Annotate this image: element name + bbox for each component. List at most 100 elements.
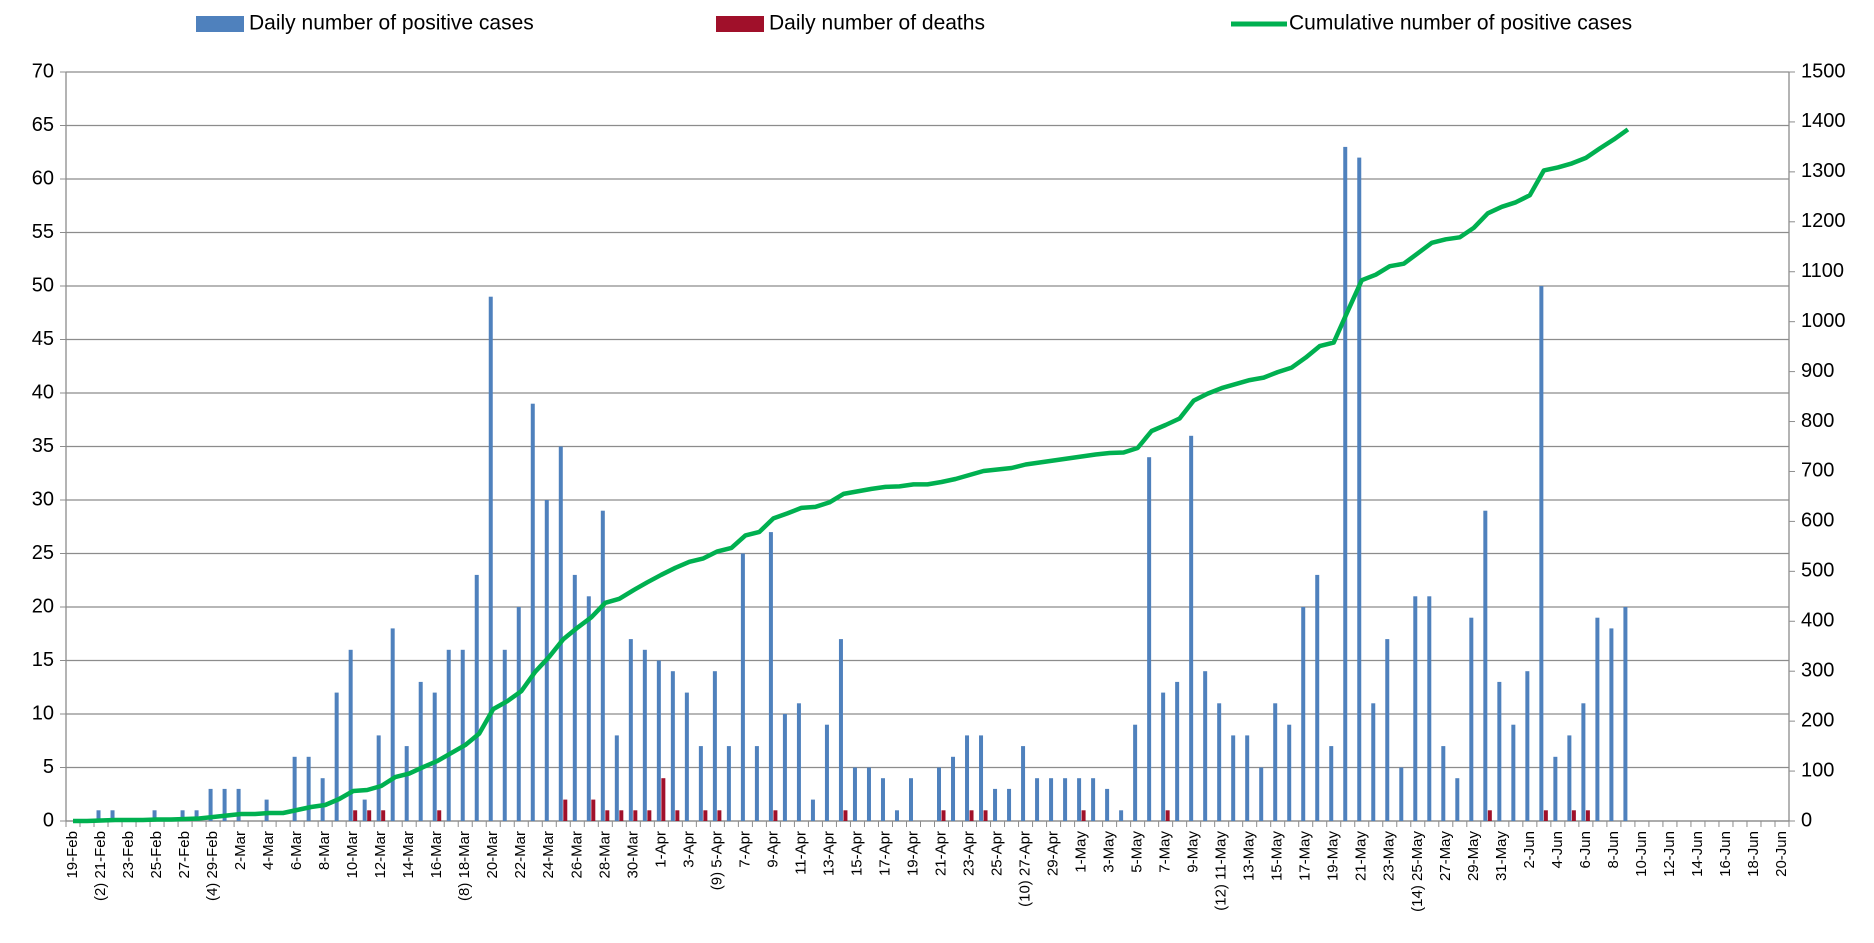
x-tick-label: 19-Feb — [64, 831, 81, 879]
bar — [614, 735, 619, 821]
y-tick-label: 40 — [32, 381, 54, 403]
bar — [941, 810, 946, 821]
x-tick-label: 13-Apr — [820, 831, 837, 876]
y-tick-label: 10 — [32, 702, 54, 724]
bar — [600, 510, 605, 821]
bar — [1487, 810, 1492, 821]
bar — [1483, 510, 1488, 821]
x-tick-label: 15-Apr — [848, 831, 865, 876]
bar — [488, 296, 493, 821]
x-tick-label: 24-Mar — [540, 831, 557, 879]
y-tick-label: 35 — [32, 435, 54, 457]
bar — [110, 810, 115, 821]
y2-tick-label: 600 — [1801, 510, 1834, 532]
x-tick-label: 7-May — [1157, 831, 1174, 873]
bar — [404, 746, 409, 821]
x-tick-label: (12) 11-May — [1213, 831, 1230, 911]
y-tick-label: 55 — [32, 221, 54, 243]
y2-tick-label: 1200 — [1801, 210, 1846, 232]
x-tick-label: 17-May — [1297, 831, 1314, 882]
bar — [843, 810, 848, 821]
bar — [516, 607, 521, 821]
x-tick-label: 23-Feb — [120, 831, 137, 879]
x-tick-label: 27-May — [1437, 831, 1454, 882]
bar — [306, 756, 311, 821]
y-tick-label: 45 — [32, 328, 54, 350]
x-tick-label: 14-Mar — [400, 831, 417, 879]
bar — [1273, 703, 1278, 821]
x-tick-label: (2) 21-Feb — [92, 831, 109, 901]
y2-tick-label: 800 — [1801, 410, 1834, 432]
bar — [320, 778, 325, 821]
line — [73, 127, 1630, 824]
bar — [656, 660, 661, 821]
bar — [979, 735, 984, 821]
bar — [983, 810, 988, 821]
bar — [773, 810, 778, 821]
bar — [1525, 671, 1530, 821]
bar — [824, 724, 829, 821]
bar — [236, 788, 241, 821]
bar — [572, 574, 577, 821]
bar — [675, 810, 680, 821]
bar — [937, 767, 942, 821]
bar — [698, 746, 703, 821]
x-tick-label: 9-May — [1185, 831, 1202, 873]
bar — [1553, 756, 1558, 821]
bar — [376, 735, 381, 821]
bar — [838, 639, 843, 821]
bar — [502, 649, 507, 821]
x-tick-label: 16-Mar — [428, 831, 445, 879]
bar — [152, 810, 157, 821]
bar — [1077, 778, 1082, 821]
bar — [684, 692, 689, 821]
bar — [768, 532, 773, 821]
bar — [1595, 617, 1600, 821]
bar — [969, 810, 974, 821]
x-tick-label: 5-May — [1129, 831, 1146, 873]
bar — [642, 649, 647, 821]
y-tick-label: 20 — [32, 595, 54, 617]
bar — [1371, 703, 1376, 821]
bar — [796, 703, 801, 821]
bar — [619, 810, 624, 821]
x-tick-label: 2-Mar — [232, 831, 249, 870]
y2-tick-label: 1400 — [1801, 110, 1846, 132]
x-tick-label: 21-Apr — [932, 831, 949, 876]
x-tick-label: 6-Jun — [1577, 831, 1594, 869]
bar — [1007, 788, 1012, 821]
y2-tick-label: 400 — [1801, 610, 1834, 632]
bar — [1021, 746, 1026, 821]
legend-label: Daily number of positive cases — [249, 12, 534, 35]
x-tick-label: 13-May — [1241, 831, 1258, 882]
bar — [1287, 724, 1292, 821]
bar — [437, 810, 442, 821]
bar — [1623, 607, 1628, 821]
x-tick-label: 29-Apr — [1045, 831, 1062, 876]
bar — [1161, 692, 1166, 821]
bar — [1301, 607, 1306, 821]
bar — [1413, 596, 1418, 821]
bar — [194, 810, 199, 821]
x-tick-label: 8-Jun — [1605, 831, 1622, 869]
y2-tick-label: 100 — [1801, 759, 1834, 781]
x-tick-label: 11-Apr — [792, 831, 809, 875]
bar — [712, 671, 717, 821]
x-tick-label: (14) 25-May — [1409, 831, 1426, 912]
y-tick-label: 0 — [43, 809, 54, 831]
bar — [951, 756, 956, 821]
y-tick-label: 70 — [32, 60, 54, 82]
bar — [703, 810, 708, 821]
y-tick-label: 30 — [32, 488, 54, 510]
x-tick-label: 1-Apr — [652, 831, 669, 868]
y2-tick-label: 300 — [1801, 659, 1834, 681]
bar — [563, 799, 568, 821]
bar — [1133, 724, 1138, 821]
x-tick-label: 25-Apr — [989, 831, 1006, 876]
bar — [993, 788, 998, 821]
bar — [1035, 778, 1040, 821]
bar — [381, 810, 386, 821]
bar — [1259, 767, 1264, 821]
bar — [1245, 735, 1250, 821]
